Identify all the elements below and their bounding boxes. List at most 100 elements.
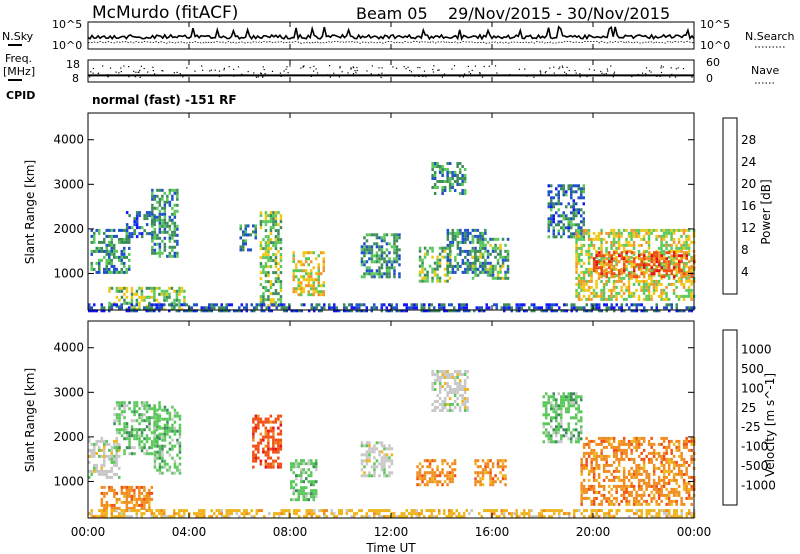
echo-cell: [145, 416, 149, 420]
echo-cell: [155, 286, 159, 290]
echo-cell: [175, 289, 179, 293]
echo-cell: [675, 254, 678, 258]
echo-cell: [449, 252, 452, 256]
echo-cell: [590, 487, 593, 491]
echo-cell: [171, 230, 174, 234]
echo-cell: [128, 267, 131, 271]
echo-cell: [335, 309, 338, 313]
echo-cell: [272, 217, 275, 221]
echo-cell: [610, 478, 613, 482]
echo-cell: [466, 397, 469, 400]
echo-cell: [687, 252, 691, 256]
nave-point: [134, 76, 136, 78]
echo-cell: [660, 276, 663, 280]
echo-cell: [168, 429, 172, 433]
echo-cell: [135, 223, 139, 227]
echo-cell: [267, 444, 270, 448]
echo-cell: [133, 446, 136, 450]
echo-cell: [501, 237, 505, 241]
echo-cell: [575, 208, 578, 212]
echo-cell: [260, 306, 263, 310]
echo-cell: [580, 249, 583, 253]
echo-cell: [135, 419, 139, 423]
echo-cell: [120, 295, 124, 299]
nave-point: [544, 72, 546, 74]
echo-cell: [545, 434, 548, 438]
echo-cell: [572, 401, 575, 405]
echo-cell: [100, 439, 103, 443]
echo-cell: [585, 297, 588, 301]
echo-cell: [458, 382, 462, 385]
echo-cell: [495, 303, 498, 307]
echo-cell: [110, 512, 113, 516]
echo-cell: [193, 309, 196, 313]
echo-cell: [637, 478, 641, 482]
echo-cell: [267, 220, 270, 224]
echo-cell: [602, 493, 606, 497]
echo-cell: [348, 509, 351, 513]
echo-cell: [577, 223, 580, 227]
echo-cell: [600, 448, 603, 452]
echo-cell: [438, 376, 442, 379]
echo-cell: [682, 243, 686, 247]
echo-cell: [637, 249, 641, 253]
echo-cell: [653, 254, 656, 258]
echo-cell: [300, 284, 303, 288]
echo-cell: [474, 483, 477, 487]
echo-cell: [645, 502, 648, 506]
echo-cell: [143, 419, 146, 423]
echo-cell: [110, 503, 114, 507]
echo-cell: [262, 271, 265, 275]
echo-cell: [598, 251, 601, 255]
echo-cell: [547, 440, 550, 444]
echo-cell: [140, 401, 144, 405]
echo-cell: [163, 218, 167, 222]
echo-cell: [393, 251, 396, 255]
echo-cell: [587, 249, 591, 253]
echo-cell: [501, 258, 505, 262]
echo-cell: [582, 211, 585, 215]
echo-cell: [133, 497, 136, 501]
echo-cell: [597, 442, 601, 446]
nave-point: [139, 76, 141, 78]
echo-cell: [153, 248, 157, 252]
echo-cell: [145, 440, 149, 444]
echo-cell: [253, 515, 256, 519]
echo-cell: [680, 234, 683, 238]
echo-cell: [667, 460, 671, 464]
echo-cell: [575, 246, 578, 250]
nave-point: [315, 68, 317, 70]
nave-point: [562, 74, 564, 76]
echo-cell: [297, 284, 300, 288]
nave-point: [262, 76, 264, 78]
echo-cell: [620, 442, 623, 446]
echo-cell: [383, 474, 386, 478]
echo-cell: [595, 463, 598, 467]
echo-cell: [110, 261, 113, 265]
echo-cell: [486, 249, 490, 253]
echo-cell: [625, 251, 628, 255]
echo-cell: [153, 230, 157, 234]
echo-cell: [163, 512, 166, 516]
echo-cell: [458, 379, 462, 382]
echo-cell: [580, 252, 583, 256]
echo-cell: [565, 434, 568, 438]
echo-cell: [365, 266, 369, 270]
echo-cell: [315, 492, 318, 496]
echo-cell: [597, 502, 601, 506]
echo-cell: [607, 276, 611, 280]
echo-cell: [277, 274, 280, 278]
echo-cell: [552, 398, 555, 402]
echo-cell: [588, 309, 591, 313]
echo-cell: [140, 289, 144, 293]
nave-tick-bottom: 0: [706, 72, 713, 85]
echo-cell: [156, 218, 159, 222]
echo-cell: [298, 509, 301, 513]
echo-cell: [582, 261, 586, 265]
echo-cell: [688, 260, 691, 264]
echo-cell: [178, 509, 181, 513]
nave-point: [283, 70, 285, 72]
echo-cell: [103, 509, 106, 513]
echo-cell: [652, 285, 656, 289]
echo-cell: [585, 267, 588, 271]
